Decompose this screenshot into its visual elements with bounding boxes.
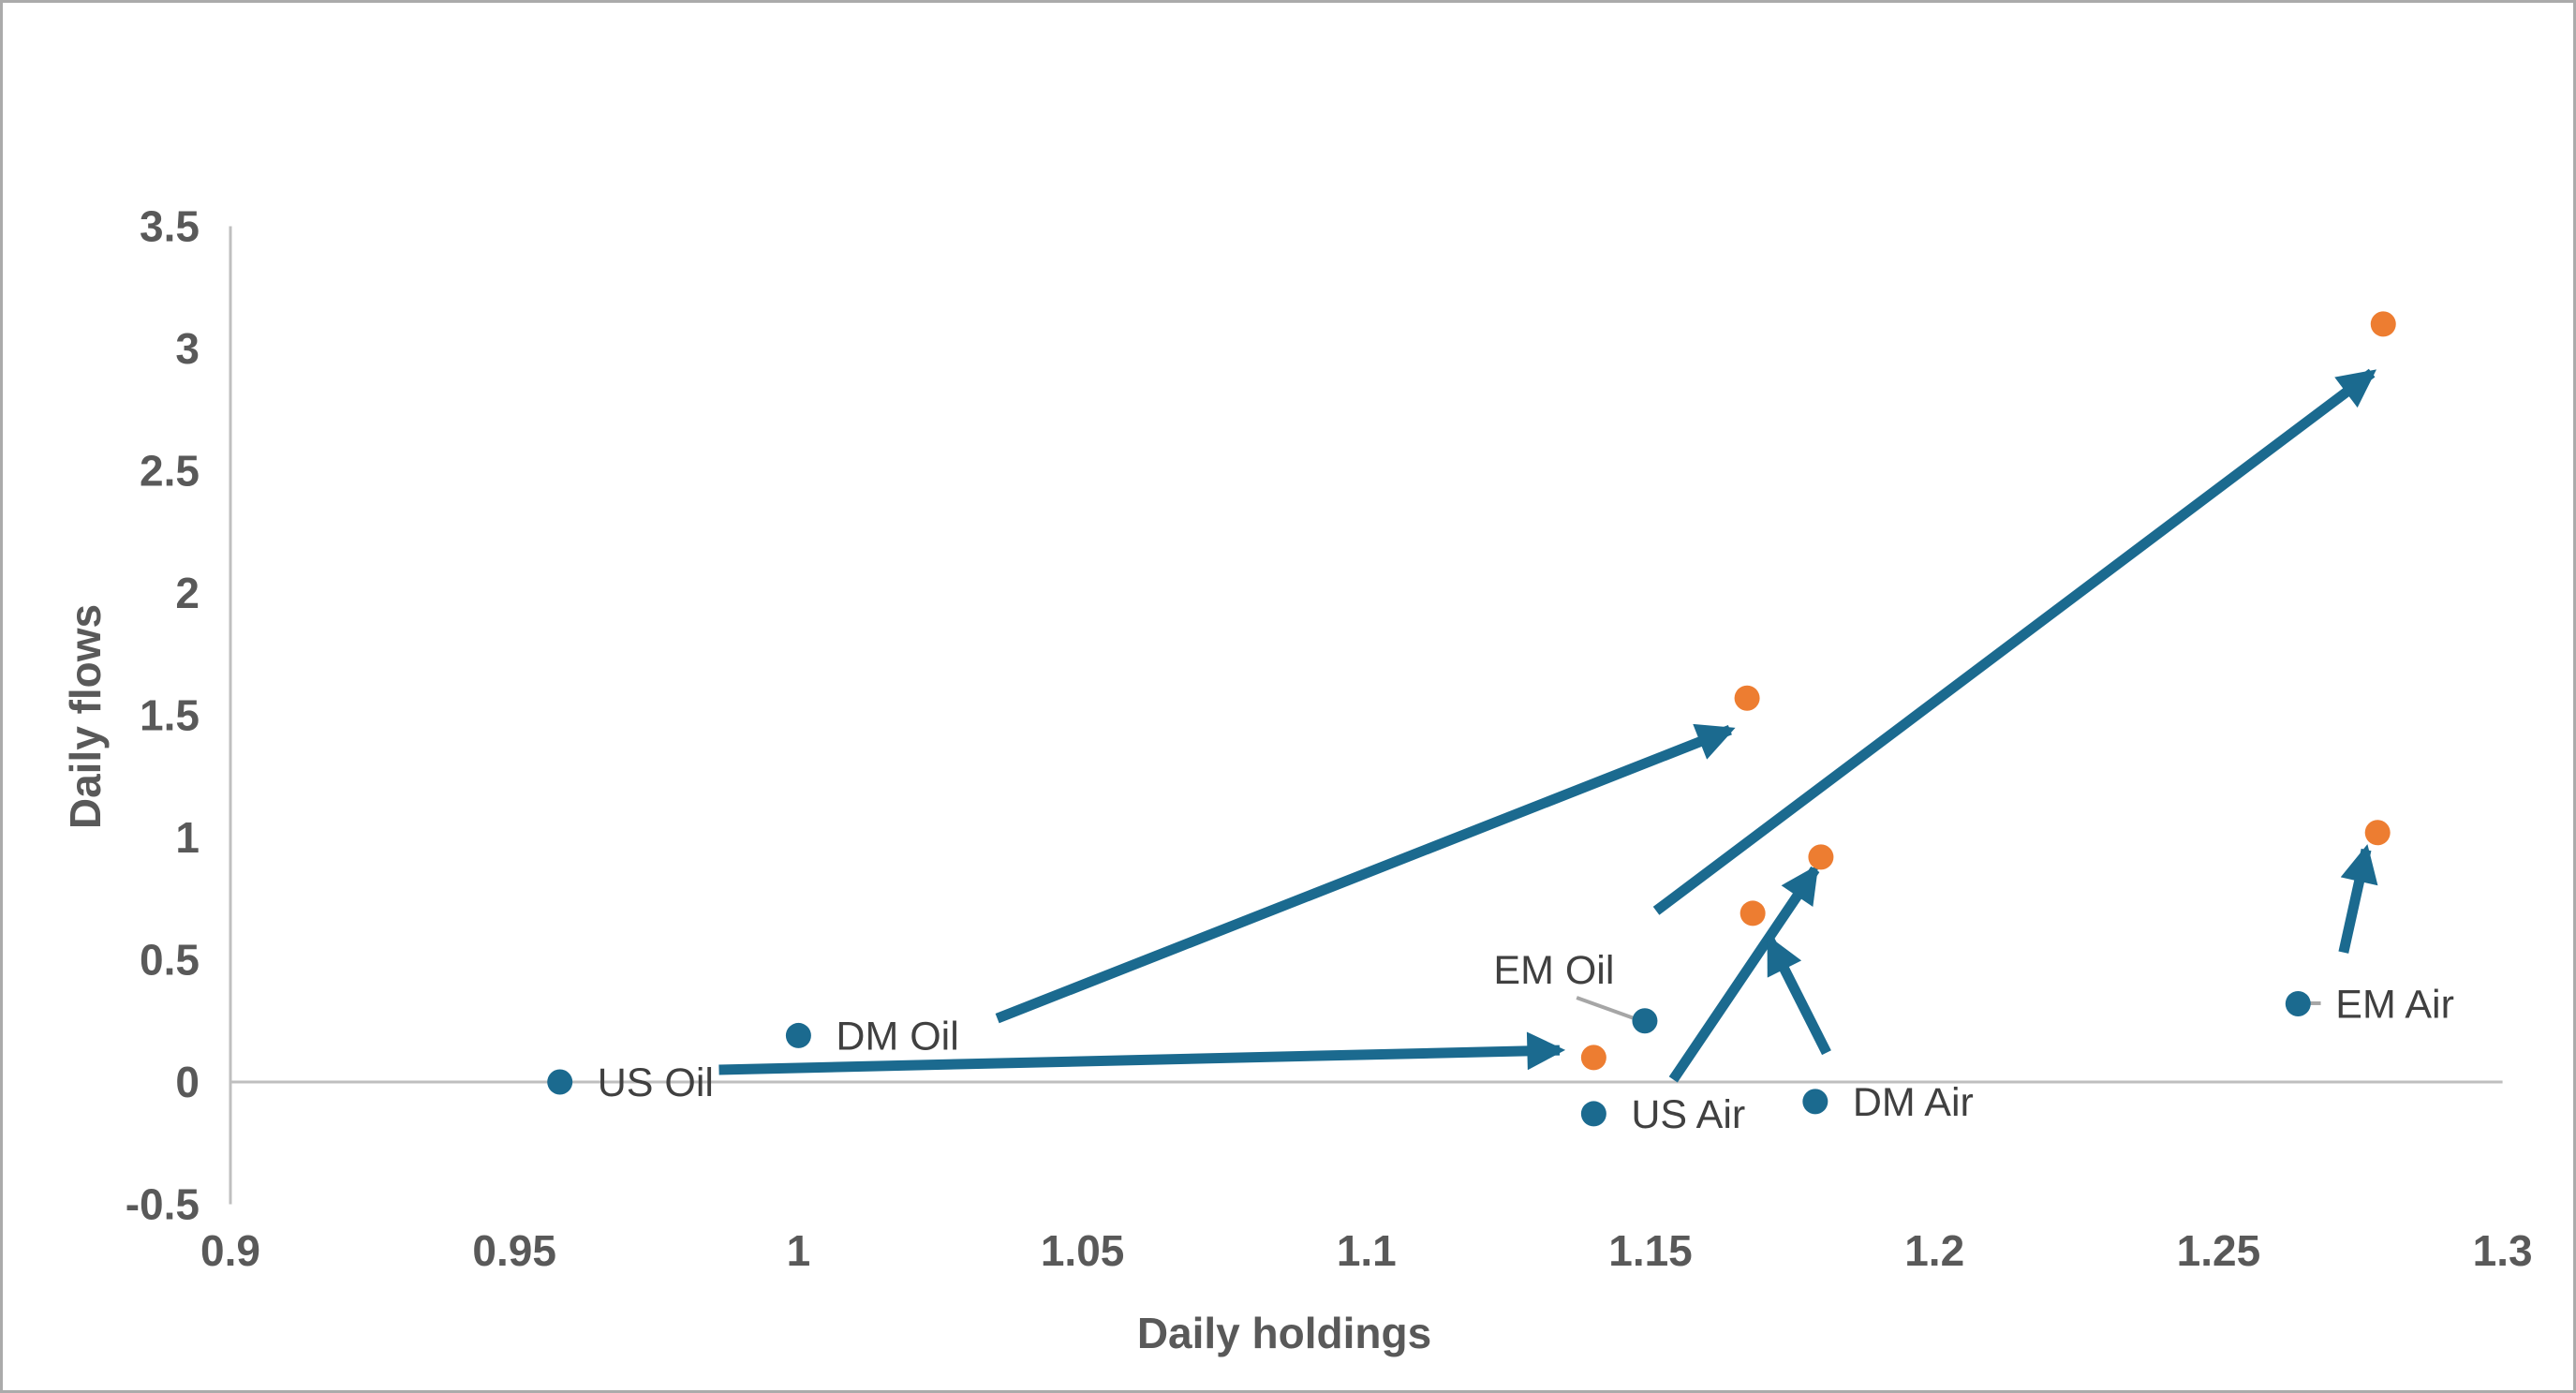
data-point-start-us-air (1580, 1101, 1606, 1127)
us-oil-flow-arrow (718, 1031, 1566, 1075)
data-point-start-em-oil (1632, 1008, 1658, 1034)
data-point-end (2364, 820, 2391, 846)
scatter-chart: -0.5 0 0.5 1 1.5 2 2.5 3 3.5 0.9 0.95 1 1.05 1.1 1.15 1… (126, 202, 2533, 1276)
data-point-end (1740, 900, 1766, 926)
y-tick-label: 2 (175, 569, 200, 617)
data-point-end (2370, 311, 2396, 337)
x-tick-label: 1.15 (1608, 1226, 1693, 1275)
x-tick-label: 1.1 (1337, 1226, 1397, 1275)
dm-oil-flow-arrow (995, 723, 1736, 1024)
x-tick-label: 1.2 (1904, 1226, 1964, 1275)
point-label: EM Air (2335, 982, 2454, 1027)
y-tick-label: 0.5 (140, 936, 200, 985)
y-tick-label: 3.5 (140, 202, 200, 251)
y-axis-title: Daily flows (61, 603, 110, 830)
data-point-end (1580, 1045, 1606, 1071)
point-label: DM Oil (836, 1014, 958, 1059)
data-point-start-em-air (2285, 990, 2311, 1016)
point-label: US Oil (598, 1060, 714, 1105)
data-point-start-us-oil (547, 1069, 573, 1095)
point-label: US Air (1631, 1092, 1745, 1137)
y-tick-label: 3 (175, 324, 200, 373)
em-oil-flow-arrow (1652, 368, 2377, 915)
x-tick-label: 1.05 (1041, 1226, 1125, 1275)
point-label: EM Oil (1493, 948, 1614, 993)
us-air-flow-arrow (1668, 864, 1820, 1083)
data-point-start-dm-oil (785, 1022, 811, 1048)
data-point-end (1808, 844, 1834, 870)
point-label: DM Air (1853, 1080, 1974, 1125)
data-point-start-dm-air (1802, 1089, 1828, 1115)
y-tick-label: 1 (175, 813, 200, 862)
x-tick-label: 1.3 (2473, 1226, 2533, 1275)
data-point-end (1734, 685, 1760, 711)
x-tick-label: 0.9 (200, 1226, 260, 1275)
em-air-flow-arrow (2338, 844, 2378, 954)
y-tick-label: 0 (175, 1058, 200, 1106)
y-tick-label: 1.5 (140, 691, 200, 740)
x-axis-title: Daily holdings (1136, 1309, 1432, 1357)
x-tick-label: 0.95 (472, 1226, 556, 1275)
y-tick-label: 2.5 (140, 447, 200, 496)
dm-air-flow-arrow (1765, 935, 1831, 1056)
y-tick-label: -0.5 (126, 1180, 200, 1229)
x-tick-label: 1.25 (2177, 1226, 2261, 1275)
em-oil-leader (1576, 996, 1640, 1022)
x-tick-label: 1 (787, 1226, 811, 1275)
